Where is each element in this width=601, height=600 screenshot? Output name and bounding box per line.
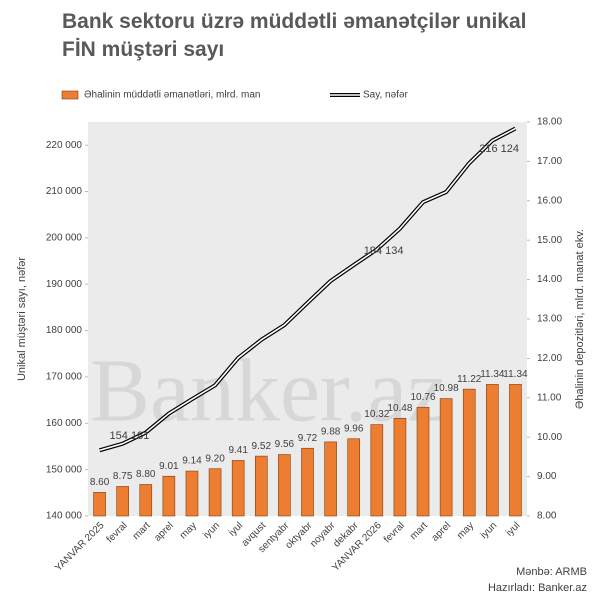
bar-label: 9.41 [228,445,248,456]
bar [509,384,522,517]
y2-tick-label: 15.00 [537,235,562,246]
y-tick-label: 200 000 [46,233,83,244]
bar-label: 9.52 [252,441,272,452]
y-tick-label: 180 000 [46,325,83,336]
x-tick-label: fevral [382,520,407,545]
source: Mənbə: ARMB [516,566,587,578]
bar [486,384,499,517]
line-inner [99,127,516,452]
bar-label: 10.76 [411,392,436,403]
bar-label: 9.20 [205,453,225,464]
y-tick-label: 140 000 [46,511,83,522]
bar [393,417,407,517]
y2-tick-label: 14.00 [537,274,562,285]
bar [278,454,291,517]
line-label: 216 124 [479,143,519,155]
line-label: 194 134 [364,245,404,257]
bar [370,424,384,517]
y2-tick-label: 16.00 [537,195,562,206]
bar-label: 10.32 [364,409,389,420]
bar-label: 11.34 [503,369,528,380]
line-label: 154 181 [110,430,150,442]
y2-tick-label: 11.00 [537,392,562,403]
x-tick-label: iyun [479,520,500,541]
legend-swatch [61,90,79,100]
bar-label: 9.88 [321,427,341,438]
bar-label: 10.98 [434,383,459,394]
bar [416,406,430,517]
bar [347,438,361,517]
bar [139,484,153,517]
y2-tick-label: 18.00 [537,117,562,128]
bar [462,388,476,517]
bar-label: 10.48 [387,403,412,414]
bar [301,447,314,517]
y-axis-title: Unikal müştəri sayı, nəfər [16,257,28,381]
y-tick-label: 210 000 [46,186,83,197]
x-tick-label: mart [131,520,153,542]
bar [231,460,245,517]
y-tick-label: 170 000 [46,372,83,383]
bar-label: 9.56 [275,439,295,450]
x-tick-label: may [455,520,476,541]
bar-label: 8.60 [90,477,110,488]
x-tick-label: may [178,520,199,541]
x-tick-label: aprel [152,520,176,544]
legend-label: Say, nəfər [363,90,409,101]
y-tick-label: 220 000 [46,140,83,151]
y2-tick-label: 17.00 [537,156,562,167]
bar-label: 9.96 [344,423,364,434]
x-tick-label: aprel [430,520,454,544]
bar [439,398,453,517]
y2-tick-label: 8.00 [537,511,557,522]
x-tick-label: oktyabr [284,520,315,551]
x-tick-label: iyul [227,520,245,538]
x-tick-label: iyul [504,520,522,538]
bar-label: 8.75 [113,471,133,482]
y-tick-label: 150 000 [46,464,83,475]
legend-label: Əhalinin müddətli əmanətləri, mlrd. man [84,90,261,101]
watermark: Banker.az [90,342,447,441]
bar [116,486,129,517]
bar-label: 9.14 [182,456,202,467]
x-tick-label: YANVAR 2025 [53,520,107,574]
y2-axis-title: Əhalinin depozitləri, mlrd. manat ekv. [574,229,586,409]
bar-label: 8.80 [136,469,156,480]
bar [93,492,106,517]
y-tick-label: 160 000 [46,418,83,429]
y2-tick-label: 10.00 [537,432,562,443]
x-tick-label: iyun [201,520,222,541]
x-tick-label: mart [408,520,430,542]
bar [208,468,222,517]
chart-title: Bank sektoru üzrə müddətli əmanətçilər u… [62,10,527,61]
bar-label: 11.34 [480,369,505,380]
y2-tick-label: 9.00 [537,471,557,482]
y2-tick-label: 12.00 [537,353,562,364]
x-tick-label: fevral [105,520,130,545]
bar-label: 9.72 [298,433,318,444]
y-tick-label: 190 000 [46,279,83,290]
bar [254,455,268,517]
bar [185,470,199,517]
bar-label: 9.01 [159,461,179,472]
prepared-by: Hazırladı: Banker.az [487,582,587,594]
bar [324,441,337,517]
bar-label: 11.22 [457,374,482,385]
y2-tick-label: 13.00 [537,314,562,325]
bar [162,475,176,517]
